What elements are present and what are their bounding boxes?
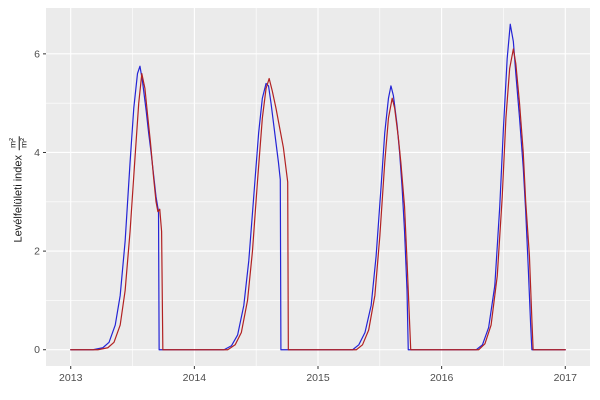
- y-axis-unit-denominator: m²: [18, 138, 29, 148]
- x-tick-label: 2013: [59, 372, 83, 384]
- series-line-measured-lai-red: [70, 48, 566, 351]
- y-axis-label: Levélfelületi index m² m²: [8, 94, 30, 284]
- y-tick-label: 4: [34, 147, 40, 159]
- x-tick-label: 2014: [183, 372, 207, 384]
- x-tick-label: 2016: [430, 372, 454, 384]
- x-tick-label: 2017: [554, 372, 578, 384]
- y-tick-label: 2: [34, 246, 40, 258]
- y-tick-label: 0: [34, 344, 40, 356]
- y-axis-unit-fraction: m² m²: [8, 136, 30, 150]
- y-axis-label-text: Levélfelületi index: [13, 155, 25, 243]
- x-tick-label: 2015: [306, 372, 330, 384]
- y-tick-label: 6: [34, 48, 40, 60]
